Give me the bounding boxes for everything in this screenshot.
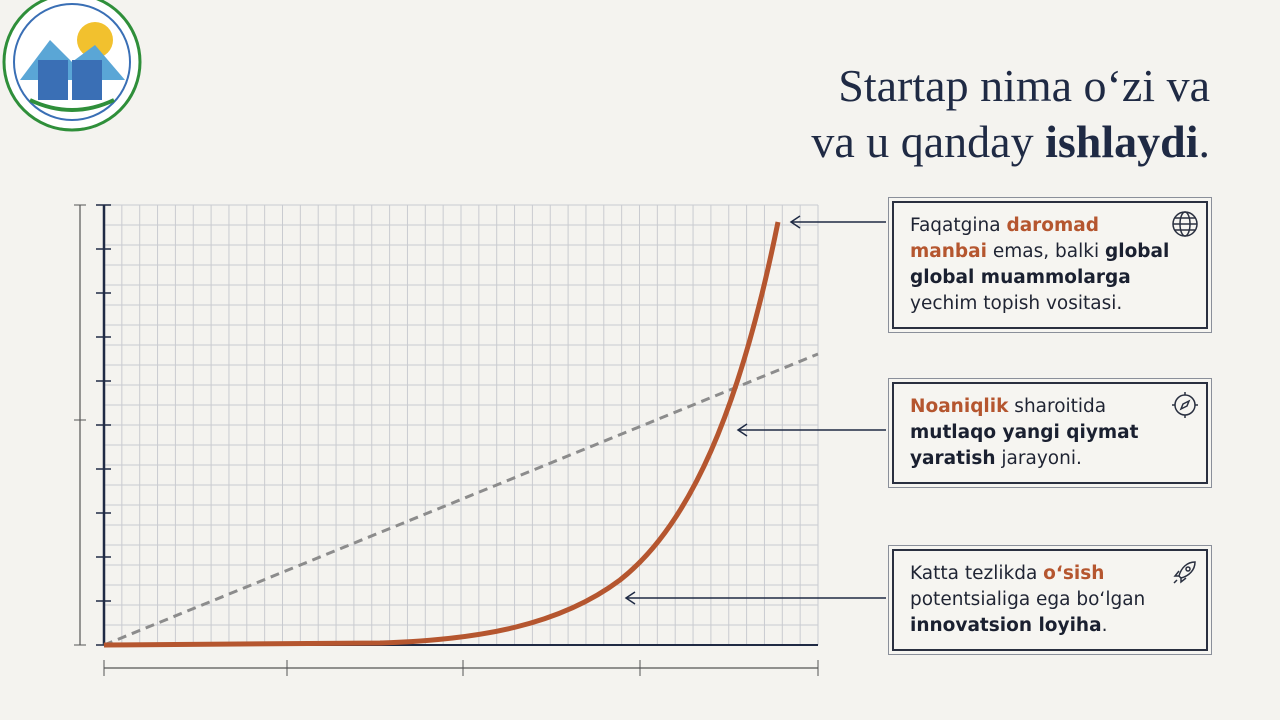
line: manbai emas, balki global	[910, 239, 1190, 265]
text: sharoitida	[1008, 396, 1107, 417]
title-line: va u qanday ishlaydi.	[811, 114, 1210, 170]
line: mutlaqo yangi qiymat	[910, 420, 1190, 446]
line: Noaniqlik sharoitida	[910, 394, 1190, 420]
line: yechim topish vositasi.	[910, 291, 1190, 317]
rocket-icon	[1173, 561, 1196, 584]
accent-text: manbai	[910, 241, 987, 262]
title-emphasis: ishlaydi	[1045, 116, 1199, 167]
accent-text: Noaniqlik	[910, 396, 1009, 417]
logo	[2, 0, 142, 132]
linear-line	[103, 352, 819, 647]
line: innovatsion loyiha.	[910, 613, 1190, 639]
bold-text: global	[1104, 241, 1170, 262]
exponential-curve	[103, 221, 781, 648]
compass-icon	[1172, 392, 1198, 418]
bold-text: yaratish	[910, 448, 996, 469]
arrows	[624, 215, 886, 605]
title-text: .	[1198, 116, 1211, 167]
line: global muammolarga	[910, 265, 1190, 291]
title-line: Startap nima o‘zi va	[838, 60, 1210, 111]
callout: Katta tezlikda o‘sish potentsialiga ega …	[888, 545, 1212, 655]
line: yaratish jarayoni.	[910, 446, 1190, 472]
bold-text: innovatsion loyiha	[910, 615, 1102, 636]
text: Katta tezlikda	[910, 563, 1044, 584]
text: yechim topish vositasi.	[910, 293, 1123, 314]
callout: Faqatgina daromad manbai emas, balki glo…	[888, 197, 1212, 333]
callout: Noaniqlik sharoitida mutlaqo yangi qiyma…	[888, 378, 1212, 488]
line: potentsialiga ega bo‘lgan	[910, 587, 1190, 613]
bold-text: mutlaqo yangi qiymat	[910, 422, 1139, 443]
accent-text: daromad	[1006, 215, 1100, 236]
callout-body: Katta tezlikda o‘sish potentsialiga ega …	[892, 549, 1208, 651]
line: Katta tezlikda o‘sish	[910, 561, 1190, 587]
text: Faqatgina	[910, 215, 1007, 236]
globe-icon	[1172, 211, 1198, 237]
callout-body: Faqatgina daromad manbai emas, balki glo…	[892, 201, 1208, 329]
slide-title: Startap nima o‘zi va va u qanday ishlayd…	[811, 58, 1210, 170]
text: emas, balki	[987, 241, 1105, 262]
callout-body: Noaniqlik sharoitida mutlaqo yangi qiyma…	[892, 382, 1208, 484]
text: potentsialiga ega bo‘lgan	[910, 589, 1146, 610]
title-text: va u qanday	[811, 116, 1046, 167]
bold-text: global muammolarga	[910, 267, 1131, 288]
accent-text: o‘sish	[1043, 563, 1105, 584]
text: jarayoni.	[995, 448, 1082, 469]
text: .	[1101, 615, 1108, 636]
line: Faqatgina daromad	[910, 213, 1190, 239]
